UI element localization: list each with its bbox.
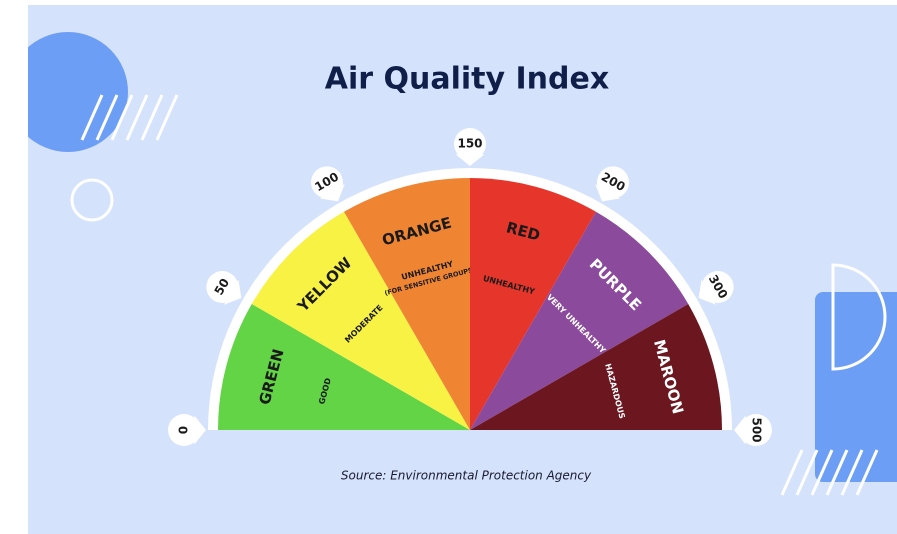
tick-label: 150 (457, 137, 482, 151)
tick-label: 500 (750, 417, 764, 442)
infographic: Air Quality Index Source: Environmental … (0, 0, 897, 534)
title: Air Quality Index (325, 62, 609, 97)
deco-circle (8, 32, 128, 152)
tick-label: 0 (177, 426, 191, 434)
source: Source: Environmental Protection Agency (341, 469, 592, 483)
